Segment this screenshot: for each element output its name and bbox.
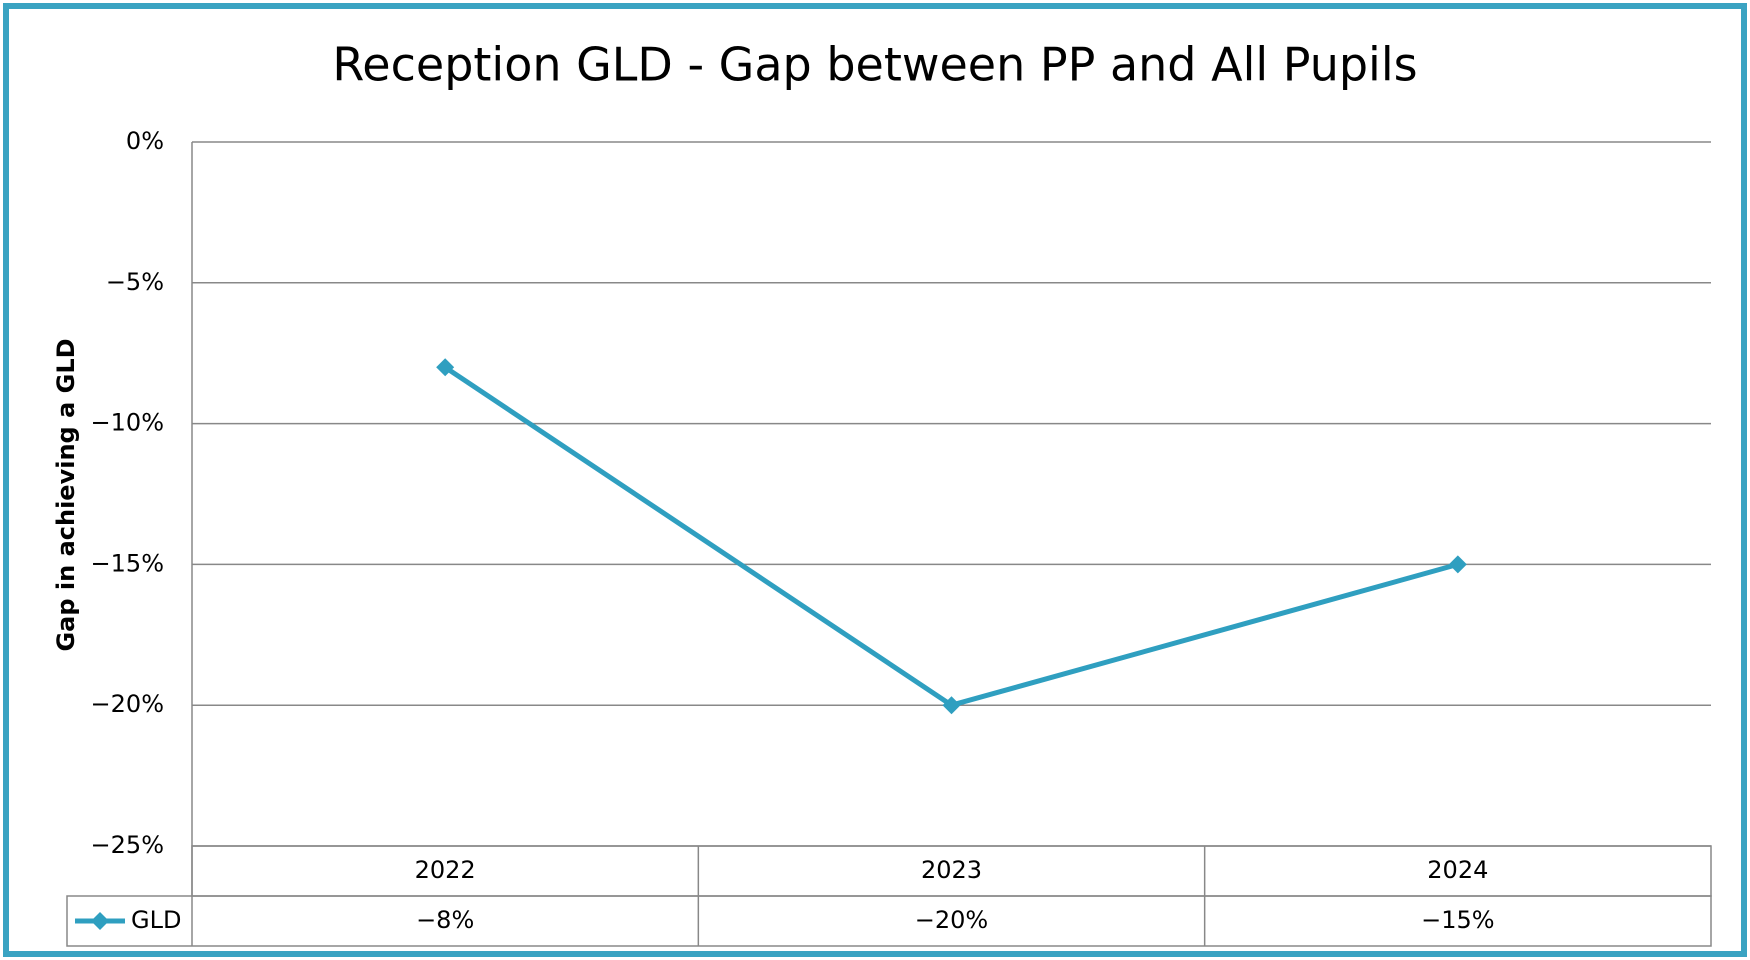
- x-tick-label: 2023: [921, 856, 982, 884]
- chart-frame: [3, 3, 1747, 957]
- marker: [436, 358, 455, 377]
- chart-title: Reception GLD - Gap between PP and All P…: [332, 38, 1417, 92]
- y-tick-label: −5%: [106, 268, 164, 296]
- table-row: [66, 895, 1712, 947]
- legend-marker: [91, 912, 109, 930]
- y-tick-label: −20%: [91, 690, 164, 718]
- marker: [942, 696, 961, 715]
- table-value: −8%: [416, 906, 474, 934]
- legend-label: GLD: [131, 906, 181, 934]
- y-axis-label: Gap in achieving a GLD: [52, 338, 80, 651]
- table-value: −20%: [915, 906, 988, 934]
- y-tick-label: −10%: [91, 409, 164, 437]
- x-tick-label: 2022: [415, 856, 476, 884]
- marker: [1448, 555, 1467, 574]
- x-tick-label: 2024: [1427, 856, 1488, 884]
- y-tick-label: −25%: [91, 831, 164, 859]
- y-tick-label: 0%: [126, 127, 164, 155]
- line: [443, 365, 1459, 708]
- y-tick-label: −15%: [91, 549, 164, 577]
- table-value: −15%: [1421, 906, 1494, 934]
